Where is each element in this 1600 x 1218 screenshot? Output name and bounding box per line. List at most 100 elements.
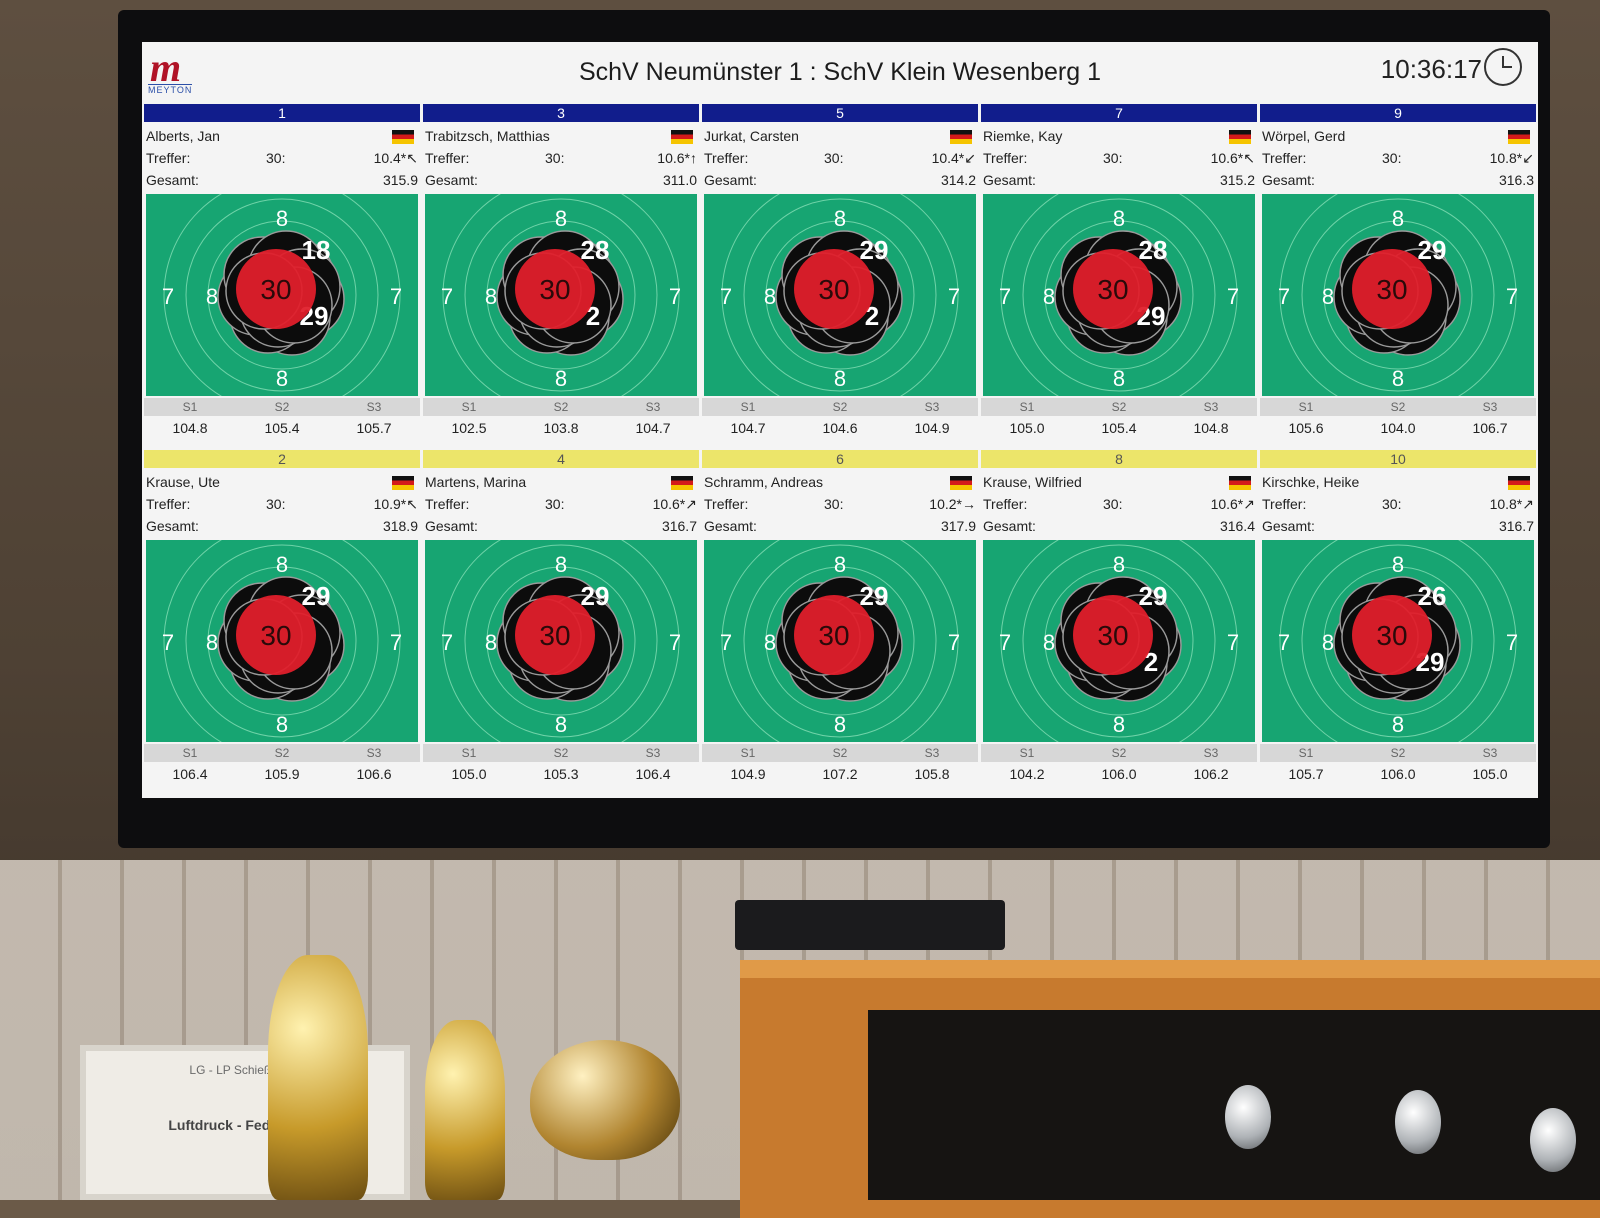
last-shot-number: 30 xyxy=(260,620,291,651)
shot-count: 30: xyxy=(545,150,565,166)
series-3-label: S3 xyxy=(366,746,382,760)
target-display: 7 7 8 8 8 29 30 xyxy=(146,540,418,742)
germany-flag-icon xyxy=(1508,130,1530,144)
trophy-small xyxy=(425,1020,505,1200)
target-ring xyxy=(442,540,680,742)
series-2-label: S2 xyxy=(553,746,569,760)
series-2-score: 106.0 xyxy=(1380,766,1416,782)
ring-number-7: 7 xyxy=(441,284,453,309)
shooter-info: Kirschke, Heike Treffer: 30: 10.8*↗ Gesamt: 3… xyxy=(1260,470,1536,538)
target-ring xyxy=(464,198,658,392)
shooter-name: Kirschke, Heike xyxy=(1262,474,1360,490)
target-ring xyxy=(765,566,915,716)
gesamt-label: Gesamt: xyxy=(704,518,757,534)
series-1-score: 105.0 xyxy=(1009,420,1045,436)
ring-number-8: 8 xyxy=(764,630,776,655)
shooter-name: Krause, Ute xyxy=(146,474,220,490)
series-3-label: S3 xyxy=(1203,746,1219,760)
ring-number-8: 8 xyxy=(834,366,846,391)
target-ring xyxy=(1000,540,1238,742)
last-shot-number: 30 xyxy=(1097,620,1128,651)
target-ring xyxy=(1044,220,1194,370)
shot-number: 29 xyxy=(1139,581,1168,611)
gesamt-label: Gesamt: xyxy=(425,172,478,188)
gesamt-label: Gesamt: xyxy=(425,518,478,534)
target-ring xyxy=(185,198,379,392)
last-shot: 10.8*↗ xyxy=(1489,496,1534,512)
target-rings: 7 7 8 8 8 29 30 xyxy=(162,540,402,742)
shooter-name: Riemke, Kay xyxy=(983,128,1063,144)
medal-1 xyxy=(1225,1085,1271,1149)
total-score: 316.4 xyxy=(1219,518,1255,534)
lane-number: 7 xyxy=(981,104,1257,122)
series-3-label: S3 xyxy=(1482,400,1498,414)
shot-number: 29 xyxy=(581,581,610,611)
ring-number-8: 8 xyxy=(276,552,288,577)
series-3-score: 105.8 xyxy=(914,766,950,782)
last-shot-number: 30 xyxy=(1097,274,1128,305)
target-rings: 7 7 8 8 8 29 30 xyxy=(1278,194,1518,396)
series-1-score: 104.7 xyxy=(730,420,766,436)
shot-count: 30: xyxy=(1103,496,1123,512)
shooter-name: Wörpel, Gerd xyxy=(1262,128,1346,144)
treffer-label: Treffer: xyxy=(1262,496,1307,512)
shooter-info: Martens, Marina Treffer: 30: 10.6*↗ Gesamt: 3… xyxy=(423,470,699,538)
gesamt-label: Gesamt: xyxy=(704,172,757,188)
shooter-card: 5 Jurkat, Carsten Treffer: 30: 10.4*↙ Gesamt:… xyxy=(702,104,978,444)
series-2-label: S2 xyxy=(1111,746,1127,760)
target-ring xyxy=(207,566,357,716)
ring-number-8: 8 xyxy=(555,206,567,231)
shooter-info: Alberts, Jan Treffer: 30: 10.4*↖ Gesamt: 315.… xyxy=(144,124,420,192)
series-2-score: 105.9 xyxy=(264,766,300,782)
last-shot: 10.4*↖ xyxy=(373,150,418,166)
last-shot-marker xyxy=(794,595,874,675)
ring-number-8: 8 xyxy=(1322,284,1334,309)
ring-number-8: 8 xyxy=(1043,284,1055,309)
series-3-score: 106.6 xyxy=(356,766,392,782)
shot-number: 29 xyxy=(1418,235,1447,265)
shot-number: 26 xyxy=(1418,581,1447,611)
target-ring xyxy=(185,544,379,738)
series-1-label: S1 xyxy=(182,746,198,760)
series-3-label: S3 xyxy=(1482,746,1498,760)
target-ring xyxy=(486,220,636,370)
ring-number-8: 8 xyxy=(276,712,288,737)
trophy-bowl xyxy=(530,1040,680,1160)
series-3-score: 105.7 xyxy=(356,420,392,436)
target-ring xyxy=(1323,566,1473,716)
match-title: SchV Neumünster 1 : SchV Klein Wesenberg… xyxy=(578,58,1102,86)
ring-number-7: 7 xyxy=(390,630,402,655)
germany-flag-icon xyxy=(1229,476,1251,490)
shooter-card: 1 Alberts, Jan Treffer: 30: 10.4*↖ Gesamt: 315… xyxy=(144,104,420,444)
shooter-card: 8 Krause, Wilfried Treffer: 30: 10.6*↗ Gesamt… xyxy=(981,450,1257,790)
target-ring xyxy=(1301,544,1495,738)
ring-number-7: 7 xyxy=(669,630,681,655)
target-ring xyxy=(163,540,401,742)
logo-text: MEYTON xyxy=(148,84,193,95)
series-2-score: 104.6 xyxy=(822,420,858,436)
series-2-label: S2 xyxy=(1390,400,1406,414)
ring-number-8: 8 xyxy=(555,366,567,391)
series-1-score: 104.8 xyxy=(172,420,208,436)
lane-number: 9 xyxy=(1260,104,1536,122)
shooter-card: 4 Martens, Marina Treffer: 30: 10.6*↗ Gesamt:… xyxy=(423,450,699,790)
series-1-label: S1 xyxy=(740,746,756,760)
series-1-score: 104.9 xyxy=(730,766,766,782)
clock-icon xyxy=(1484,48,1522,86)
series-scores: S1 S2 S3 104.8 105.4 105.7 xyxy=(144,398,420,444)
ring-number-7: 7 xyxy=(162,630,174,655)
ring-number-8: 8 xyxy=(1392,712,1404,737)
ring-number-8: 8 xyxy=(485,630,497,655)
total-score: 316.7 xyxy=(661,518,697,534)
last-shot-marker xyxy=(236,249,316,329)
series-3-score: 106.2 xyxy=(1193,766,1229,782)
series-2-score: 104.0 xyxy=(1380,420,1416,436)
target-ring xyxy=(1000,194,1238,396)
ring-number-8: 8 xyxy=(834,712,846,737)
ring-number-7: 7 xyxy=(1227,284,1239,309)
germany-flag-icon xyxy=(392,130,414,144)
ring-number-8: 8 xyxy=(485,284,497,309)
ring-number-8: 8 xyxy=(555,712,567,737)
treffer-label: Treffer: xyxy=(425,150,470,166)
